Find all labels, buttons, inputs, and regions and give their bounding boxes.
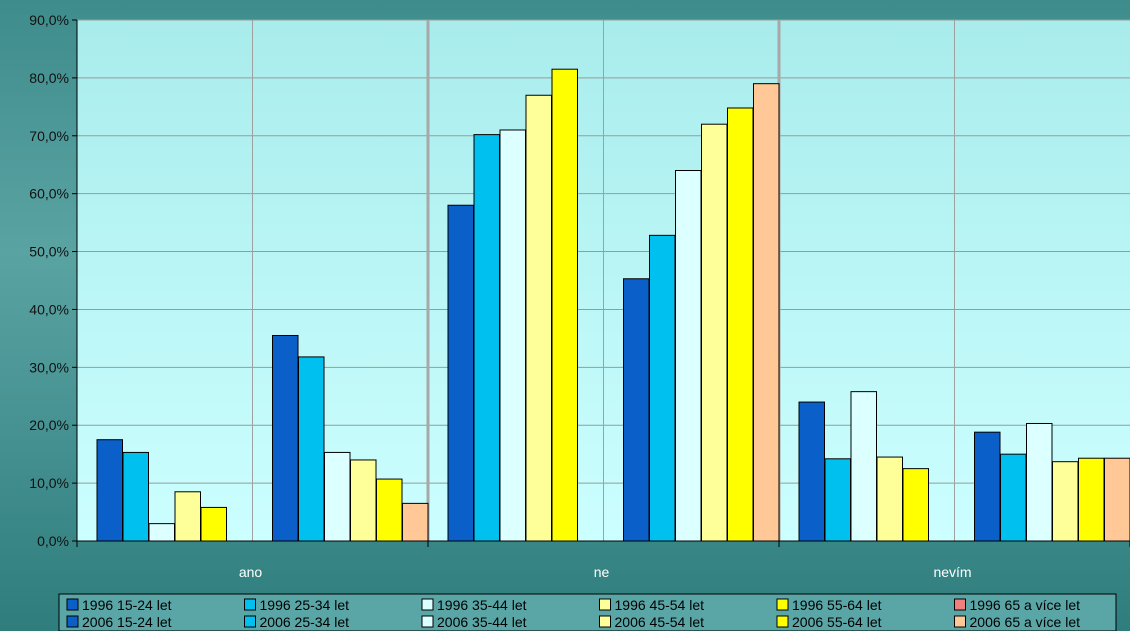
legend-box (58, 593, 1117, 631)
legend-label: 1996 35-44 let (437, 597, 527, 613)
legend-label: 1996 65 a více let (970, 597, 1081, 613)
bar-1996-25-34-let-ne (473, 134, 500, 542)
y-tick-label: 30,0% (29, 359, 69, 375)
x-category-label: nevím (933, 564, 971, 580)
legend-swatch (599, 615, 611, 628)
bar-2006-45-54-let-ano (350, 459, 377, 542)
bar-2006-65-a-vce-let-ano (402, 502, 429, 542)
legend-swatch (66, 598, 79, 611)
legend-label: 2006 25-34 let (260, 614, 350, 630)
y-tick-label: 0,0% (37, 533, 69, 549)
y-tick-label: 10,0% (29, 475, 69, 491)
bar-1996-55-64-let-ano (200, 506, 227, 542)
bar-1996-25-34-let-ano (122, 451, 149, 542)
y-tick-label: 60,0% (29, 186, 69, 202)
x-category-label: ano (239, 564, 263, 580)
bar-1996-15-24-let-ne (447, 204, 474, 542)
legend-swatch (244, 615, 256, 628)
legend-label: 2006 15-24 let (82, 614, 172, 630)
bar-2006-25-34-let-ano (298, 356, 325, 542)
bar-1996-35-44-let-ne (499, 129, 526, 542)
bar-2006-25-34-let-ne (649, 234, 676, 542)
bar-1996-25-34-let-nevím (824, 458, 851, 542)
legend-label: 1996 15-24 let (82, 597, 172, 613)
y-tick-label: 80,0% (29, 70, 69, 86)
bar-1996-45-54-let-ne (525, 94, 552, 542)
legend-swatch (776, 615, 789, 628)
bar-1996-35-44-let-nevím (850, 391, 877, 542)
bar-2006-65-a-vce-let-nevím (1104, 457, 1130, 542)
bar-2006-25-34-let-nevím (1000, 453, 1027, 542)
legend-label: 2006 35-44 let (437, 614, 527, 630)
y-tick-label: 90,0% (29, 12, 69, 28)
legend-label: 1996 45-54 let (615, 597, 705, 613)
legend-label: 1996 25-34 let (260, 597, 350, 613)
x-category-label: ne (594, 564, 610, 580)
bar-2006-15-24-let-ne (623, 278, 650, 542)
legend-swatch (954, 615, 966, 628)
bar-1996-55-64-let-ne (551, 68, 578, 542)
bar-1996-45-54-let-nevím (876, 456, 903, 542)
bar-2006-35-44-let-ano (324, 451, 351, 542)
bar-2006-45-54-let-ne (701, 123, 728, 542)
legend-swatch (954, 598, 966, 611)
bar-1996-45-54-let-ano (174, 491, 201, 542)
bar-2006-35-44-let-nevím (1026, 422, 1053, 542)
bar-2006-65-a-vce-let-ne (753, 83, 780, 542)
y-tick-label: 40,0% (29, 301, 69, 317)
legend-swatch (421, 615, 434, 628)
legend-label: 2006 65 a více let (970, 614, 1081, 630)
y-tick-label: 70,0% (29, 128, 69, 144)
bar-2006-15-24-let-ano (272, 334, 299, 542)
legend-swatch (776, 598, 789, 611)
legend-label: 1996 55-64 let (792, 597, 882, 613)
bar-2006-45-54-let-nevím (1052, 461, 1079, 542)
bar-2006-15-24-let-nevím (974, 431, 1001, 542)
bar-2006-55-64-let-ne (727, 107, 754, 542)
y-tick-label: 50,0% (29, 244, 69, 260)
legend-swatch (599, 598, 611, 611)
bar-2006-35-44-let-ne (675, 170, 702, 542)
legend-label: 2006 45-54 let (615, 614, 705, 630)
bar-2006-55-64-let-ano (376, 478, 403, 542)
y-tick-label: 20,0% (29, 417, 69, 433)
bar-1996-55-64-let-nevím (902, 468, 929, 542)
legend-label: 2006 55-64 let (792, 614, 882, 630)
legend-swatch (244, 598, 256, 611)
bar-1996-15-24-let-ano (96, 439, 123, 542)
bar-1996-35-44-let-ano (148, 523, 175, 542)
legend-swatch (421, 598, 434, 611)
bar-2006-55-64-let-nevím (1078, 457, 1105, 542)
bar-1996-15-24-let-nevím (798, 401, 825, 542)
legend-swatch (66, 615, 79, 628)
